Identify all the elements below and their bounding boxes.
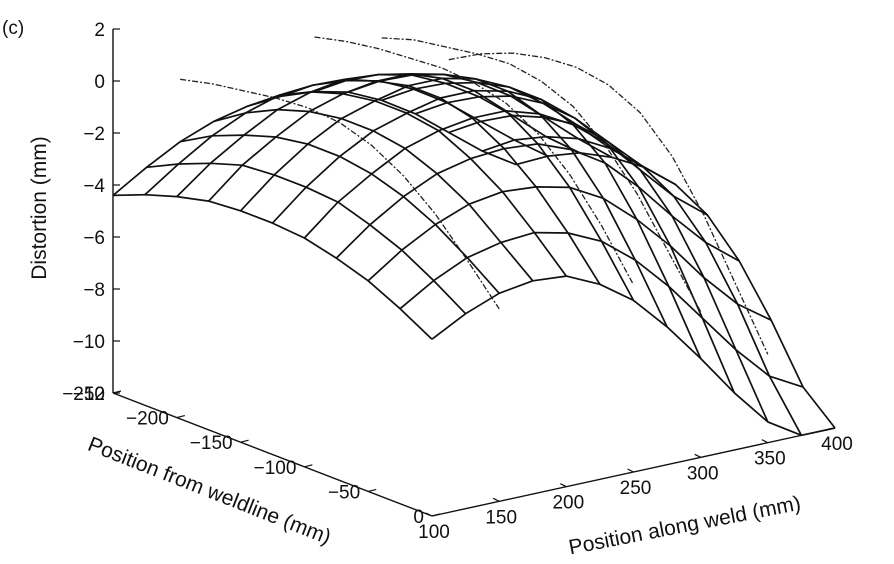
y-tick-mark	[112, 390, 122, 394]
y-tick-label: −200	[126, 409, 169, 430]
y-tick-mark	[431, 513, 441, 517]
x-tick-mark	[560, 483, 567, 488]
z-tick-label: −12	[73, 384, 105, 405]
mesh-line-constant-y	[176, 73, 581, 198]
z-axis-label: Distortion (mm)	[28, 136, 51, 280]
x-tick-label: 300	[687, 463, 719, 484]
surface-mesh	[112, 73, 836, 437]
mesh-line-constant-y	[335, 143, 740, 262]
measured-profiles	[180, 36, 769, 355]
axes-group: 2 0 −2 −4 −6 −8 −10 −12 −250 −200 −150 −100 −50 0 10…	[62, 20, 853, 543]
y-tick-mark	[368, 488, 377, 492]
mesh-line-constant-y	[144, 79, 549, 196]
y-tick-label: −150	[190, 433, 233, 454]
x-ticks: 100 150 200 250 300 350 400	[418, 424, 853, 543]
y-tick-label: −50	[328, 482, 360, 503]
measured-profile-line	[448, 52, 769, 355]
x-axis-label: Position along weld (mm)	[567, 492, 803, 560]
mesh-line-constant-y	[367, 186, 772, 321]
measured-profile-line	[180, 78, 500, 310]
surface-fill	[113, 91, 835, 436]
y-ticks: −250 −200 −150 −100 −50 0	[62, 384, 441, 528]
y-tick-label: −100	[254, 458, 297, 479]
x-tick-mark	[694, 453, 701, 458]
z-tick-label: 2	[94, 20, 105, 41]
x-tick-mark	[492, 497, 500, 502]
mesh-line-constant-y	[271, 89, 676, 224]
y-tick-mark	[304, 464, 313, 468]
x-tick-label: 250	[620, 478, 652, 499]
y-axis-line	[112, 392, 433, 517]
z-tick-label: −4	[83, 176, 105, 197]
panel-label: (c)	[2, 18, 24, 39]
x-tick-label: 200	[552, 493, 584, 514]
mesh-line-constant-y	[112, 90, 517, 197]
x-tick-label: 350	[754, 449, 786, 470]
x-tick-mark	[627, 468, 634, 473]
z-tick-label: −8	[83, 280, 105, 301]
mesh-line-constant-y	[303, 109, 708, 239]
z-tick-label: −6	[83, 228, 105, 249]
z-tick-label: −2	[83, 124, 105, 145]
y-tick-mark	[176, 415, 185, 419]
z-ticks: 2 0 −2 −4 −6 −8 −10 −12	[73, 20, 120, 405]
x-tick-label: 400	[821, 434, 853, 455]
x-tick-mark	[761, 439, 769, 444]
z-tick-label: −10	[73, 332, 105, 353]
mesh-line-constant-y	[208, 73, 613, 202]
y-tick-mark	[240, 439, 249, 443]
measured-profile-line	[381, 37, 702, 313]
z-tick-label: 0	[94, 72, 105, 93]
y-tick-label: −250	[62, 384, 105, 405]
measured-profile-line	[314, 36, 635, 286]
mesh-line-constant-y	[399, 231, 804, 388]
x-tick-label: 150	[485, 507, 517, 528]
mesh-line-constant-y	[431, 275, 836, 437]
y-tick-label: 0	[413, 507, 424, 528]
mesh-line-constant-y	[239, 77, 645, 212]
x-tick-label: 100	[418, 522, 450, 543]
x-tick-mark	[425, 512, 433, 517]
